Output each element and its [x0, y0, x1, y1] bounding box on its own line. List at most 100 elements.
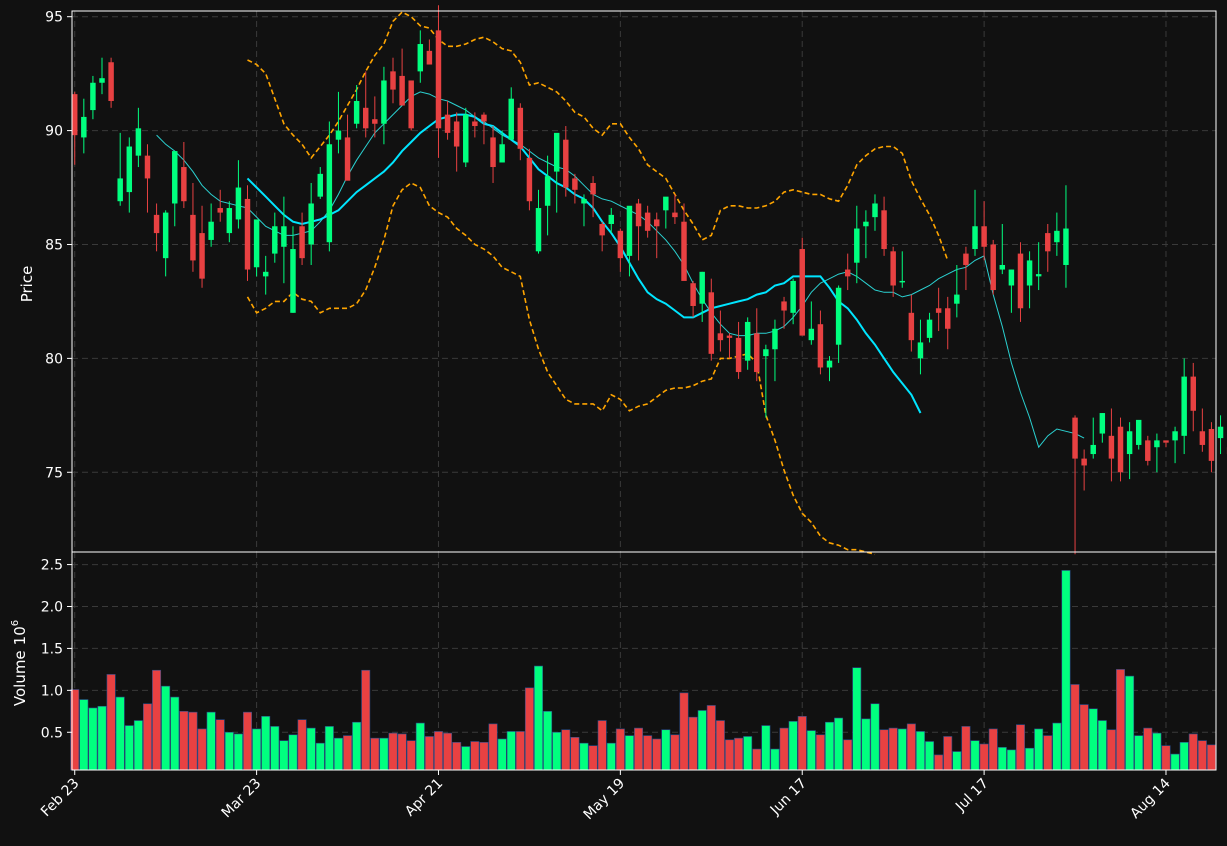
candle-body [790, 281, 795, 313]
candle-body [418, 44, 423, 71]
volume-bar [653, 739, 661, 770]
candle-body [1054, 231, 1059, 242]
candle-body [336, 131, 341, 140]
volume-bar [889, 728, 897, 770]
candle-body [718, 333, 723, 340]
volume-bar [343, 736, 351, 770]
volume-bar [189, 712, 197, 770]
volume-bar [243, 712, 251, 770]
candle-body [463, 115, 468, 163]
candle-body [1063, 229, 1068, 265]
candle-body [1209, 429, 1214, 461]
volume-bar [434, 731, 442, 770]
candle-body [518, 108, 523, 149]
candle-body [254, 219, 259, 267]
candle-body [354, 101, 359, 124]
candle-body [327, 144, 332, 242]
candle-body [318, 174, 323, 197]
volume-bar [271, 726, 279, 770]
candle-body [408, 80, 413, 128]
candle-body [818, 324, 823, 367]
candle-body [599, 224, 604, 235]
candle-body [245, 199, 250, 270]
volume-bar [698, 710, 706, 770]
volume-tick-label: 2.5 [41, 558, 63, 574]
candle-body [163, 213, 168, 259]
volume-bar [798, 716, 806, 770]
candle-body [1009, 270, 1014, 286]
volume-bar [498, 739, 506, 770]
volume-bar [971, 741, 979, 770]
volume-bar [516, 731, 524, 770]
volume-bar [80, 700, 88, 770]
volume-bar [925, 741, 933, 770]
volume-bar [643, 736, 651, 770]
candle-body [827, 361, 832, 368]
volume-bar [389, 733, 397, 770]
volume-bar [1071, 684, 1079, 770]
volume-bar [762, 726, 770, 770]
candle-body [454, 121, 459, 146]
candle-body [445, 115, 450, 133]
volume-bar [507, 731, 515, 770]
candle-body [72, 94, 77, 135]
candle-body [308, 203, 313, 244]
volume-bar [580, 743, 588, 770]
volume-bar [916, 731, 924, 770]
candle-body [218, 208, 223, 213]
volume-bar [944, 736, 952, 770]
volume-bar [1016, 725, 1024, 770]
volume-tick-label: 0.5 [41, 725, 63, 741]
volume-bar [780, 728, 788, 770]
volume-bar [1053, 723, 1061, 770]
volume-bar [771, 749, 779, 770]
volume-bar [207, 712, 215, 770]
candle-body [263, 272, 268, 277]
volume-bar [1044, 736, 1052, 770]
candle-body [809, 329, 814, 340]
candle-body [836, 288, 841, 345]
volume-bar [844, 740, 852, 770]
volume-bar [216, 720, 224, 770]
volume-bar [116, 697, 124, 770]
candle-body [672, 213, 677, 218]
volume-bar [616, 729, 624, 770]
volume-bar [662, 730, 670, 770]
candle-body [390, 71, 395, 89]
candle-body [645, 213, 650, 231]
candle-body [972, 226, 977, 249]
candle-body [1081, 459, 1086, 466]
candle-body [554, 133, 559, 172]
candle-body [854, 229, 859, 263]
volume-bar [134, 721, 142, 770]
candle-body [481, 115, 486, 122]
candle-body [545, 176, 550, 206]
volume-bar [716, 721, 724, 770]
candle-body [154, 215, 159, 233]
volume-bar [1107, 730, 1115, 770]
volume-bar [325, 726, 333, 770]
candle-body [281, 226, 286, 247]
volume-bar [634, 728, 642, 770]
volume-bar [1062, 570, 1070, 770]
volume-bar [289, 735, 297, 770]
candle-body [845, 270, 850, 277]
volume-bar [1125, 676, 1133, 770]
volume-bar [398, 734, 406, 770]
candle-body [1127, 431, 1132, 454]
candle-body [172, 151, 177, 203]
candle-body [890, 251, 895, 285]
candle-body [181, 167, 186, 201]
candle-body [800, 249, 805, 336]
volume-bar [589, 746, 597, 770]
candle-body [754, 333, 759, 372]
candle-body [654, 219, 659, 226]
volume-bar [1025, 748, 1033, 770]
volume-bar [753, 749, 761, 770]
candle-body [299, 226, 304, 258]
candle-body [1109, 436, 1114, 459]
candle-body [727, 336, 732, 338]
volume-bar [252, 729, 260, 770]
volume-bar [1180, 742, 1188, 770]
